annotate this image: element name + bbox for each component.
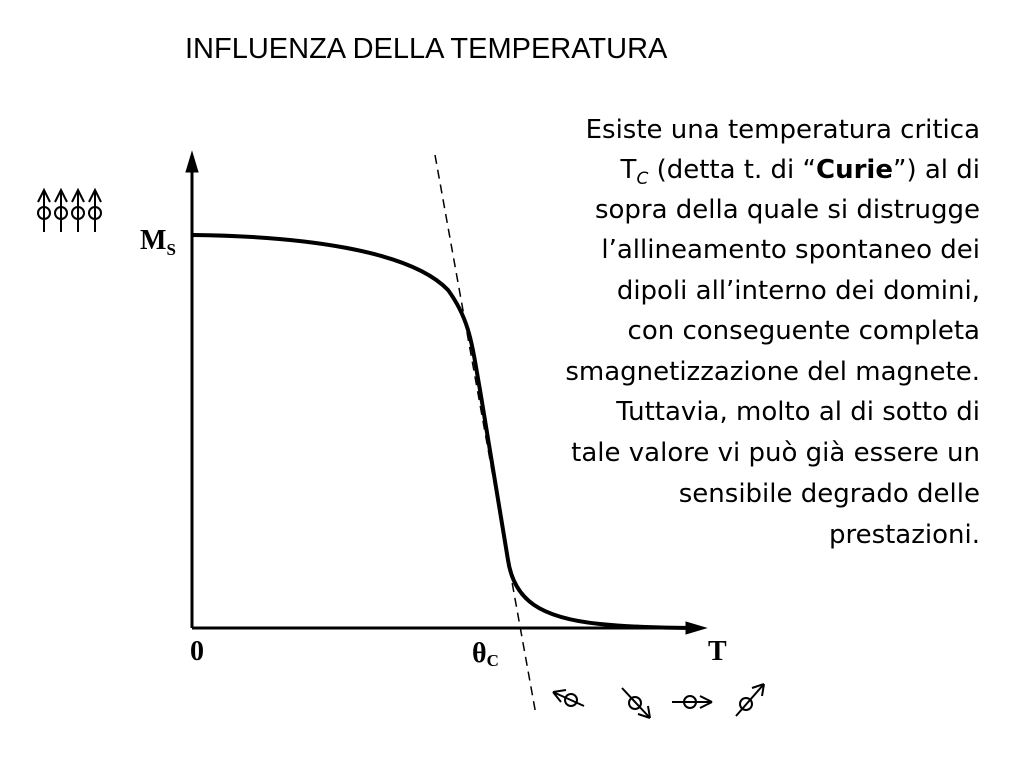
y-axis-label: MS	[140, 225, 176, 259]
slide-title: INFLUENZA DELLA TEMPERATURA	[185, 33, 668, 65]
paragraph-line: sensibile degrado delle	[679, 479, 980, 509]
diagram	[37, 150, 765, 719]
paragraph-line: Tuttavia, molto al di sotto di	[615, 397, 980, 427]
paragraph-line: con conseguente completa	[628, 316, 980, 346]
text: ”) al di	[893, 155, 980, 185]
origin-label: 0	[190, 636, 204, 667]
tangent-line	[434, 154, 537, 716]
paragraph-line: sopra della quale si distrugge	[595, 195, 980, 225]
x-axis-label: T	[708, 636, 727, 667]
subscript: C	[636, 169, 648, 189]
random-dipoles	[552, 683, 765, 719]
arrowhead	[185, 150, 199, 173]
subscript: S	[166, 240, 175, 259]
text: M	[140, 225, 166, 256]
magnetization-curve	[191, 233, 701, 630]
paragraph-line: dipoli all’interno dei domini,	[617, 276, 980, 306]
text: (detta t. di “	[648, 155, 816, 185]
paragraph: Esiste una temperatura critica TC (detta…	[565, 115, 980, 550]
bold-text: Curie	[816, 155, 893, 185]
text: T	[620, 155, 637, 185]
critical-temperature-label: θC	[472, 638, 499, 670]
paragraph-line: smagnetizzazione del magnete.	[565, 357, 980, 387]
aligned-dipoles	[37, 187, 102, 232]
paragraph-line: TC (detta t. di “Curie”) al di	[620, 155, 980, 189]
text: θ	[472, 638, 487, 669]
paragraph-line: tale valore vi può già essere un	[571, 438, 980, 468]
subscript: C	[487, 651, 499, 670]
paragraph-line: l’allineamento spontaneo dei	[601, 235, 980, 265]
paragraph-line: Esiste una temperatura critica	[586, 115, 980, 145]
paragraph-line: prestazioni.	[829, 520, 980, 550]
